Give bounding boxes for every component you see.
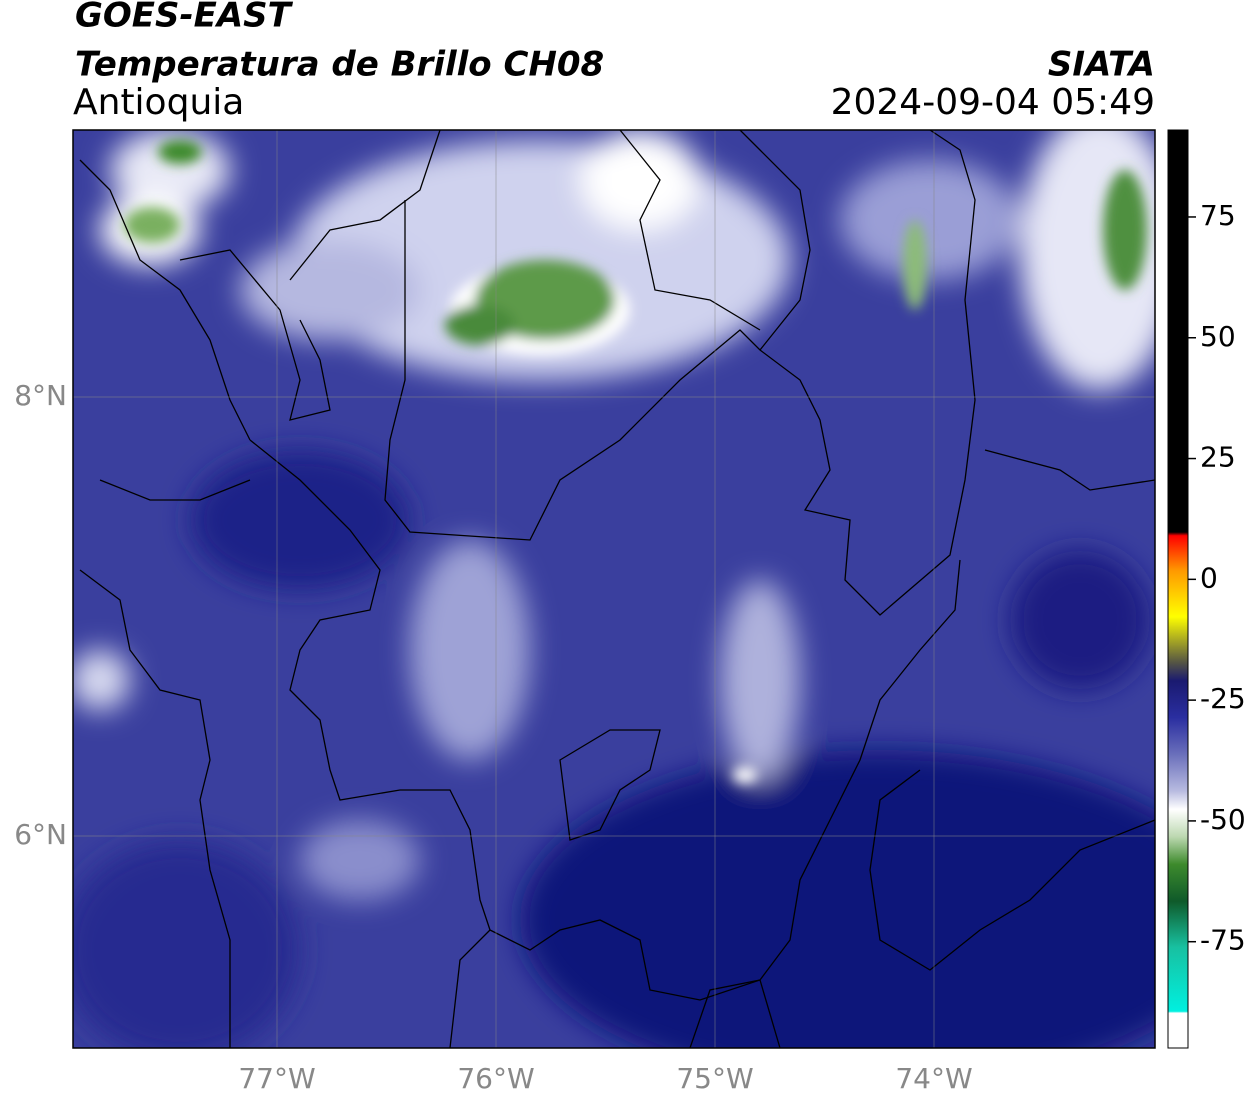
lon-label: 76°W bbox=[457, 1062, 534, 1095]
lon-label: 77°W bbox=[238, 1062, 315, 1095]
boundaries bbox=[79, 130, 1155, 1048]
colorbar-tick-label: -50 bbox=[1200, 803, 1246, 836]
colorbar-tick-label: 50 bbox=[1200, 320, 1236, 353]
lon-label: 75°W bbox=[676, 1062, 753, 1095]
datetime: 2024-09-04 05:49 bbox=[831, 82, 1155, 123]
title: Temperatura de Brillo CH08 bbox=[75, 45, 604, 85]
graticule bbox=[73, 130, 1155, 1048]
colorbar-tick-label: 75 bbox=[1200, 199, 1236, 232]
lon-label: 74°W bbox=[895, 1062, 972, 1095]
colorbar-tick-label: 25 bbox=[1200, 441, 1236, 474]
colorbar-tick-label: -25 bbox=[1200, 682, 1246, 715]
colorbar bbox=[1167, 129, 1189, 1049]
satellite-image bbox=[73, 130, 1155, 1048]
satellite-name: GOES-EAST bbox=[75, 0, 294, 36]
lat-label: 6°N bbox=[14, 818, 67, 851]
region: Antioquia bbox=[73, 82, 244, 123]
lat-label: 8°N bbox=[14, 379, 67, 412]
agency: SIATA bbox=[1048, 45, 1155, 85]
colorbar-tick-label: 0 bbox=[1200, 561, 1218, 594]
colorbar-tick-label: -75 bbox=[1200, 924, 1246, 957]
map-frame bbox=[72, 129, 1156, 1049]
